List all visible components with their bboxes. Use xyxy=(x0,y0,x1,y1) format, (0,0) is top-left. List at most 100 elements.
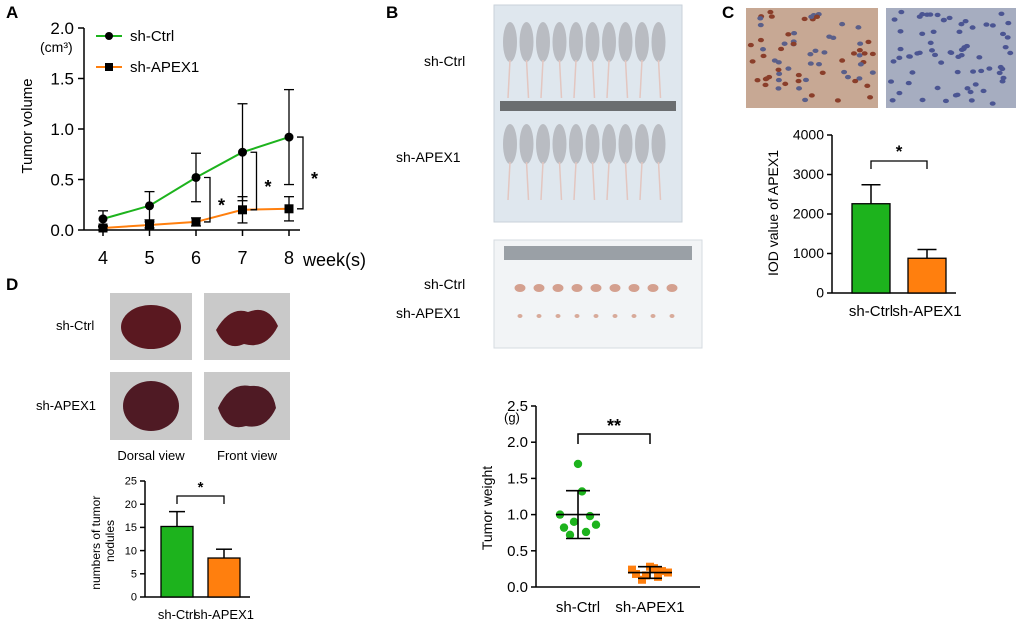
mouse-icon xyxy=(651,22,666,62)
ihc-nucleus-ctrl xyxy=(775,67,782,72)
ihc-nucleus-ctrl xyxy=(869,51,876,57)
b-point-ctrl xyxy=(591,520,601,529)
mouse-tail-icon xyxy=(558,161,563,201)
ihc-nucleus-ctrl xyxy=(841,69,848,75)
panel-label-d: D xyxy=(6,275,18,294)
b-y-tick-label: 1.5 xyxy=(507,470,528,487)
ihc-nucleus-ctrl xyxy=(749,59,756,64)
ihc-nucleus-apex xyxy=(919,97,926,103)
ihc-nucleus-apex xyxy=(963,43,970,49)
ihc-nucleus-ctrl xyxy=(785,66,792,71)
ihc-nucleus-ctrl xyxy=(826,34,833,39)
ihc-nucleus-ctrl xyxy=(844,74,851,80)
y-tick-label: 1000 xyxy=(793,245,824,261)
b-point-apex xyxy=(632,569,640,578)
ihc-nucleus-apex xyxy=(1005,20,1012,26)
ihc-nucleus-apex xyxy=(999,66,1006,72)
b-point-ctrl xyxy=(581,527,591,537)
a-point-apex xyxy=(191,217,201,227)
ihc-nucleus-apex xyxy=(934,12,941,18)
a-point-apex xyxy=(284,204,294,214)
ihc-nucleus-ctrl xyxy=(865,39,872,45)
liver-photos xyxy=(110,293,290,440)
legend-marker-apex xyxy=(105,63,113,71)
ihc-nucleus-ctrl xyxy=(857,62,864,67)
b-point-ctrl xyxy=(585,511,595,521)
b-y-tick-label: 2.0 xyxy=(507,434,528,451)
a-point-ctrl xyxy=(284,132,294,142)
a-point-ctrl xyxy=(238,147,247,157)
ihc-nucleus-apex xyxy=(980,88,987,94)
b-point-ctrl xyxy=(565,530,575,540)
tumor-icon xyxy=(609,284,621,292)
ihc-nucleus-ctrl xyxy=(757,16,764,21)
d-photo-label-apex: sh-APEX1 xyxy=(36,398,96,413)
ihc-nucleus-apex xyxy=(976,55,983,60)
tumor-icon xyxy=(631,314,637,318)
ihc-nucleus-apex xyxy=(898,9,905,15)
mouse-rows xyxy=(503,22,666,201)
a-yunit: (cm³) xyxy=(40,39,73,55)
significance-bracket xyxy=(176,495,225,504)
mouse-tail-icon xyxy=(639,59,643,99)
tumor-icon xyxy=(571,284,583,292)
ihc-nucleus-ctrl xyxy=(757,22,764,28)
legend-label-apex: sh-APEX1 xyxy=(130,59,199,76)
mouse-tail-icon xyxy=(591,161,596,201)
mouse-icon xyxy=(519,22,534,62)
mouse-tail-icon xyxy=(558,59,563,99)
y-tick-label: 2000 xyxy=(793,206,824,222)
significance-bracket xyxy=(870,160,928,169)
mouse-tail-icon xyxy=(624,161,629,201)
d-ylabel: numbers of tumor nodules xyxy=(89,492,117,589)
bar-ctrl xyxy=(851,203,891,294)
mouse-tail-icon xyxy=(525,59,530,99)
mouse-tail-icon xyxy=(525,161,530,201)
b-x-tick-label: sh-APEX1 xyxy=(615,599,684,616)
x-tick-label: sh-APEX1 xyxy=(194,607,254,622)
ihc-nucleus-apex xyxy=(964,86,971,91)
ihc-nucleus-apex xyxy=(978,68,985,74)
ihc-nucleus-apex xyxy=(968,98,975,103)
x-tick-label: sh-APEX1 xyxy=(892,303,961,320)
mouse-tail-icon xyxy=(507,161,511,201)
ihc-nucleus-apex xyxy=(946,15,953,21)
liver-shape xyxy=(121,305,181,349)
mouse-icon xyxy=(552,22,567,62)
b-y-tick-label: 2.5 xyxy=(507,398,528,415)
ihc-nucleus-apex xyxy=(905,80,912,86)
ihc-images xyxy=(746,8,1016,108)
ihc-nucleus-ctrl xyxy=(814,14,821,20)
ihc-nucleus-ctrl xyxy=(791,30,798,36)
ihc-nucleus-apex xyxy=(996,70,1003,76)
a-point-apex xyxy=(145,220,154,230)
ihc-nucleus-apex xyxy=(897,29,904,34)
tumor-icon xyxy=(555,314,561,318)
ihc-nucleus-apex xyxy=(942,98,949,104)
ihc-nucleus-ctrl xyxy=(850,51,857,56)
ihc-nucleus-ctrl xyxy=(762,82,769,88)
ihc-nucleus-apex xyxy=(989,23,996,28)
mouse-icon xyxy=(651,124,666,164)
b-point-ctrl xyxy=(573,459,583,469)
ihc-nucleus-ctrl xyxy=(802,97,809,103)
tumor-icon xyxy=(669,314,675,318)
tumor-icon xyxy=(647,284,659,292)
tumor-icon xyxy=(574,314,580,318)
a-significance-star: * xyxy=(311,169,318,189)
tumor-icon xyxy=(650,314,656,318)
tumor-icon xyxy=(612,314,618,318)
ihc-nucleus-apex xyxy=(969,25,976,30)
ihc-nucleus-ctrl xyxy=(864,83,871,89)
ihc-nucleus-apex xyxy=(958,52,965,58)
a-y-tick-label: 2.0 xyxy=(50,19,74,38)
b-point-apex xyxy=(650,564,658,573)
b-point-apex xyxy=(628,565,636,574)
a-x-tick-label: 6 xyxy=(191,248,201,268)
ihc-nucleus-apex xyxy=(919,31,926,36)
mouse-tail-icon xyxy=(657,161,662,201)
ihc-nucleus-ctrl xyxy=(790,41,797,47)
b-photo-label-apex: sh-APEX1 xyxy=(396,149,461,165)
ihc-nucleus-ctrl xyxy=(807,61,814,66)
mouse-icon xyxy=(635,124,649,164)
